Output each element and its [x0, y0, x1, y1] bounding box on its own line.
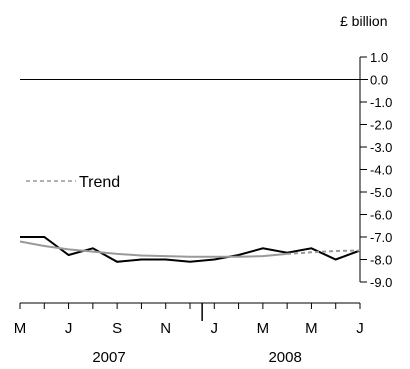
x-tick-label: J [356, 320, 364, 337]
x-tick-label: S [112, 320, 122, 337]
legend-label-trend: Trend [79, 174, 120, 191]
y-tick-label: -1.0 [370, 95, 392, 110]
y-tick-label: -7.0 [370, 230, 392, 245]
y-tick-label: -8.0 [370, 253, 392, 268]
y-tick-label: -3.0 [370, 140, 392, 155]
y-tick-label: 1.0 [370, 50, 388, 65]
x-tick-label: M [14, 320, 27, 337]
year-label: 2008 [268, 349, 301, 366]
x-tick-label: M [305, 320, 318, 337]
unit-label: £ billion [340, 13, 388, 29]
series-line-grey [19, 240, 288, 258]
y-tick-label: -6.0 [370, 208, 392, 223]
y-tick-label: -4.0 [370, 163, 392, 178]
y-tick-label: -9.0 [370, 275, 392, 290]
x-tick-label: J [211, 320, 219, 337]
y-tick-label: -2.0 [370, 118, 392, 133]
series-line-trend [287, 249, 361, 255]
series-line-actual [20, 236, 361, 263]
year-label: 2007 [92, 349, 125, 366]
x-tick-label: N [160, 320, 171, 337]
x-tick-label: J [65, 320, 73, 337]
x-tick-label: M [257, 320, 270, 337]
y-tick-label: -5.0 [370, 185, 392, 200]
y-tick-label: 0.0 [370, 73, 388, 88]
